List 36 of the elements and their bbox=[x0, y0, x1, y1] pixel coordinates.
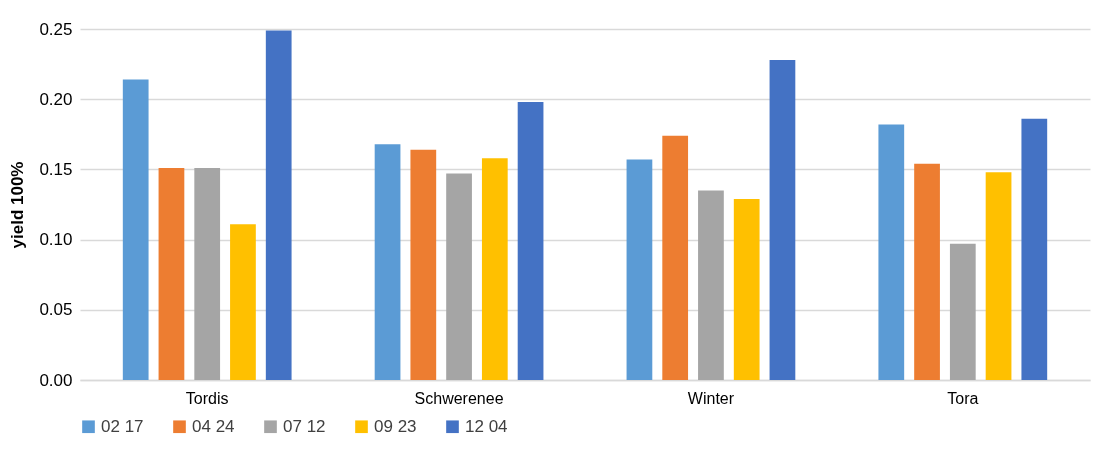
y-tick-label: 0.15 bbox=[39, 159, 73, 179]
bar bbox=[158, 168, 185, 380]
x-tick-label: Tordis bbox=[185, 389, 229, 407]
bar bbox=[374, 144, 401, 380]
bar bbox=[230, 224, 256, 380]
x-tick-label: Winter bbox=[687, 389, 735, 407]
bar bbox=[914, 163, 940, 380]
y-tick-label: 0.20 bbox=[39, 89, 73, 109]
bar bbox=[769, 59, 796, 380]
bar bbox=[662, 135, 689, 380]
bar bbox=[626, 159, 653, 380]
bar bbox=[1021, 118, 1048, 380]
bar bbox=[949, 243, 976, 380]
legend-label: 09 23 bbox=[374, 416, 417, 436]
legend-label: 02 17 bbox=[101, 416, 144, 436]
bar bbox=[733, 198, 760, 380]
y-tick-label: 0.10 bbox=[39, 230, 73, 250]
y-tick-label: 0.05 bbox=[39, 300, 73, 320]
x-tick-label: Schwerenee bbox=[414, 389, 504, 407]
legend-label: 04 24 bbox=[192, 416, 235, 436]
legend-label: 07 12 bbox=[283, 416, 326, 436]
y-tick-label: 0.25 bbox=[39, 19, 73, 39]
bar bbox=[698, 190, 724, 380]
y-axis-title: yield 100% bbox=[8, 161, 28, 249]
bar bbox=[985, 172, 1012, 380]
bar bbox=[517, 102, 544, 380]
bar bbox=[265, 30, 292, 380]
x-tick-label: Tora bbox=[947, 389, 979, 407]
bar bbox=[194, 168, 221, 380]
bar bbox=[122, 79, 149, 380]
bar bbox=[410, 149, 437, 380]
bar bbox=[481, 158, 508, 380]
bar bbox=[446, 173, 472, 380]
y-tick-label: 0.00 bbox=[39, 370, 73, 390]
bar bbox=[878, 124, 905, 380]
legend-label: 12 04 bbox=[465, 416, 508, 436]
